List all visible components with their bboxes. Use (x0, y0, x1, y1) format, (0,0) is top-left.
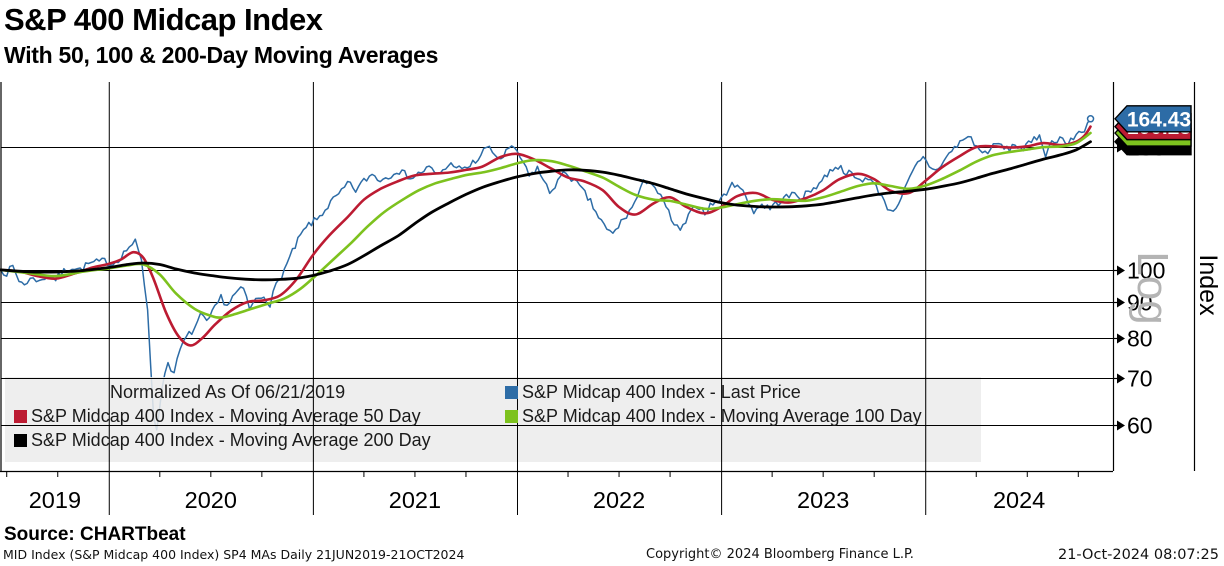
x-year-label: 2023 (797, 487, 849, 513)
y-axis-title: Index (1194, 254, 1222, 316)
y-tick-arrow-icon (1117, 420, 1125, 431)
log-scale-watermark: Log (1128, 251, 1177, 325)
x-year-label: 2024 (993, 487, 1045, 513)
x-year-label: 2020 (185, 487, 237, 513)
price-tag-shape (1114, 105, 1192, 133)
y-tick-arrow-icon (1117, 333, 1125, 344)
page-title: S&P 400 Midcap Index (4, 2, 323, 37)
y-tick-label: 90 (1127, 290, 1153, 316)
legend-item-ma200[interactable]: S&P Midcap 400 Index - Moving Average 20… (14, 429, 431, 451)
legend-item-ma100[interactable]: S&P Midcap 400 Index - Moving Average 10… (505, 405, 922, 427)
ma200-swatch-icon (14, 433, 27, 447)
y-tick-arrow-icon (1117, 297, 1125, 308)
source-label: Source: CHARTbeat (4, 524, 186, 545)
series-ma200 (0, 140, 1092, 282)
x-year-label: 2022 (593, 487, 645, 513)
y-tick-label: 60 (1127, 413, 1153, 439)
y-tick-label: 100 (1127, 258, 1165, 284)
legend-item-ma50[interactable]: S&P Midcap 400 Index - Moving Average 50… (14, 405, 421, 427)
price-tag-value: 164.43 (1127, 108, 1191, 131)
last-price-marker-icon (1086, 115, 1095, 123)
y-tick-arrow-icon (1117, 265, 1125, 276)
x-year-label: 2019 (29, 487, 81, 513)
footer-security-info: MID Index (S&P Midcap 400 Index) SP4 MAs… (3, 547, 465, 562)
ma100-swatch-icon (505, 409, 518, 423)
last-price-swatch-icon (505, 385, 518, 399)
page-subtitle: With 50, 100 & 200-Day Moving Averages (4, 42, 439, 68)
series-ma100 (0, 131, 1092, 319)
footer-timestamp: 21-Oct-2024 08:07:25 (1057, 547, 1219, 563)
legend-panel (5, 377, 981, 462)
price-tag-last_price[interactable]: 164.43 (1114, 105, 1192, 133)
legend-normalized-note: Normalized As Of 06/21/2019 (110, 381, 346, 402)
ma50-swatch-icon (14, 409, 27, 423)
footer-copyright: Copyright© 2024 Bloomberg Finance L.P. (646, 547, 914, 562)
y-tick-label: 70 (1127, 366, 1153, 392)
legend-item-last-price[interactable]: S&P Midcap 400 Index - Last Price (505, 381, 801, 403)
series-last_price (0, 118, 1092, 431)
y-tick-label: 80 (1127, 326, 1153, 352)
y-tick-arrow-icon (1117, 373, 1125, 384)
x-year-label: 2021 (389, 487, 441, 513)
